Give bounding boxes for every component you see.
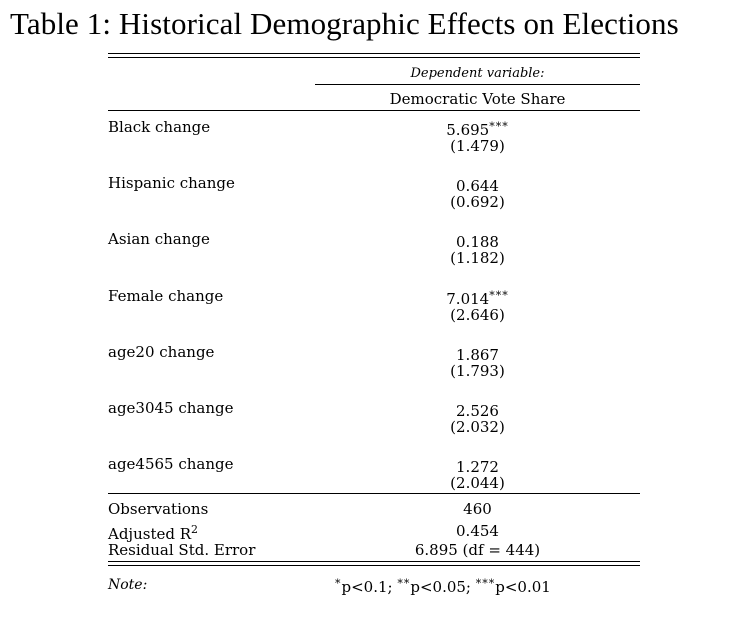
header-bottom-rule	[108, 110, 640, 111]
stats-top-rule	[108, 493, 640, 494]
significance-note: *p<0.1; **p<0.05; ***p<0.01	[335, 577, 551, 596]
observations-value: 460	[463, 500, 492, 518]
coef-value: 5.695***	[446, 120, 509, 139]
coef-value: 2.526	[456, 402, 499, 420]
top-rule-1	[108, 53, 640, 54]
bottom-rule-2	[108, 565, 640, 566]
std-error: (2.032)	[450, 418, 505, 436]
column-header: Democratic Vote Share	[389, 90, 566, 108]
row-label: Female change	[108, 287, 224, 305]
row-label: Black change	[108, 118, 211, 136]
top-rule-2	[108, 57, 640, 58]
observations-label: Observations	[108, 500, 209, 518]
table-title: Table 1: Historical Demographic Effects …	[10, 6, 679, 41]
coef-value: 1.272	[456, 458, 499, 476]
row-label: age20 change	[108, 343, 215, 361]
std-error: (1.182)	[450, 249, 505, 267]
residual-std-error-label: Residual Std. Error	[108, 541, 256, 559]
residual-std-error-value: 6.895 (df = 444)	[414, 541, 541, 559]
header-underline	[315, 84, 640, 85]
coef-value: 1.867	[456, 346, 499, 364]
coef-value: 0.188	[456, 233, 499, 251]
row-label: Asian change	[108, 230, 210, 248]
row-label: age3045 change	[108, 399, 234, 417]
std-error: (2.646)	[450, 306, 505, 324]
row-label: Hispanic change	[108, 174, 235, 192]
coef-value: 0.644	[456, 177, 499, 195]
std-error: (2.044)	[450, 474, 505, 492]
bottom-rule-1	[108, 561, 640, 562]
adjusted-r2-label: Adjusted R2	[108, 523, 199, 543]
row-label: age4565 change	[108, 455, 234, 473]
dependent-variable-label: Dependent variable:	[410, 66, 545, 81]
std-error: (1.793)	[450, 362, 505, 380]
note-label: Note:	[108, 577, 148, 593]
adjusted-r2-value: 0.454	[456, 522, 499, 540]
coef-value: 7.014***	[446, 289, 509, 308]
std-error: (0.692)	[450, 193, 505, 211]
std-error: (1.479)	[450, 137, 505, 155]
